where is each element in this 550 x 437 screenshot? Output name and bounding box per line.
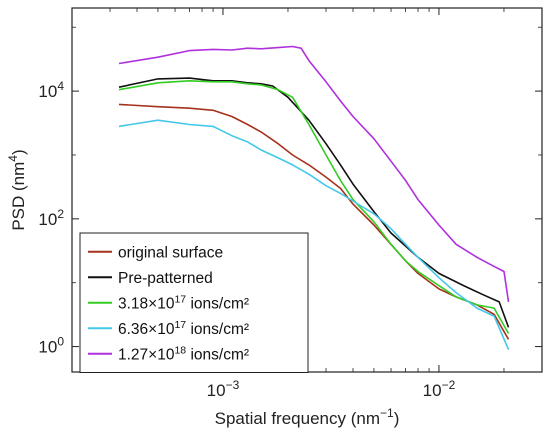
y-axis-title-tail: ) xyxy=(9,149,28,155)
x-axis-title-tail: ) xyxy=(394,409,400,428)
x-tick-label: 10−2 xyxy=(423,378,456,400)
legend-label-base: 1.27×10 xyxy=(118,346,175,363)
y-tick-label: 102 xyxy=(38,207,64,229)
series-layer xyxy=(118,45,510,350)
legend-label-tail: ions/cm² xyxy=(186,321,249,338)
legend-label-base: 3.18×10 xyxy=(118,295,175,312)
y-tick-label: 104 xyxy=(38,79,64,101)
x-axis-title-base: Spatial frequency (nm xyxy=(215,409,380,428)
y-tick-label: 100 xyxy=(38,335,64,357)
legend-label-tail: ions/cm² xyxy=(186,295,249,312)
x-axis-title: Spatial frequency (nm−1) xyxy=(215,406,400,428)
x-axis-title-sup: −1 xyxy=(380,406,394,420)
legend-label: original surface xyxy=(118,244,223,261)
y-axis-title: PSD (nm4) xyxy=(6,149,28,230)
legend-label: 6.36×1017 ions/cm² xyxy=(118,319,249,338)
x-tick-label: 10−3 xyxy=(207,378,240,400)
series-line-1 xyxy=(118,103,510,340)
legend-label: Pre-patterned xyxy=(118,270,213,287)
series-line-4 xyxy=(118,119,510,350)
y-axis-title-base: PSD (nm xyxy=(9,162,28,231)
legend-label-base: Pre-patterned xyxy=(118,270,213,287)
series-line-2 xyxy=(118,77,510,328)
y-tick-exp: 4 xyxy=(57,79,64,93)
y-tick-base: 10 xyxy=(38,82,57,101)
x-tick-exp: −2 xyxy=(442,378,456,392)
legend-label-base: original surface xyxy=(118,244,223,261)
legend-label-sup: 17 xyxy=(174,293,186,305)
x-tick-base: 10 xyxy=(207,381,226,400)
legend-label-sup: 18 xyxy=(174,344,186,356)
legend-label-tail: ions/cm² xyxy=(186,346,249,363)
legend-label: 3.18×1017 ions/cm² xyxy=(118,293,249,312)
series-line-5 xyxy=(118,45,510,303)
y-tick-base: 10 xyxy=(38,210,57,229)
y-axis-title-sup: 4 xyxy=(6,155,20,162)
y-tick-exp: 0 xyxy=(57,335,64,349)
legend-label: 1.27×1018 ions/cm² xyxy=(118,344,249,363)
y-tick-base: 10 xyxy=(38,338,57,357)
x-tick-exp: −3 xyxy=(226,378,240,392)
y-tick-exp: 2 xyxy=(57,207,64,221)
series-line-3 xyxy=(118,80,510,334)
legend-label-sup: 17 xyxy=(174,319,186,331)
x-tick-base: 10 xyxy=(423,381,442,400)
legend-label-base: 6.36×10 xyxy=(118,321,175,338)
legend-box xyxy=(79,232,309,373)
